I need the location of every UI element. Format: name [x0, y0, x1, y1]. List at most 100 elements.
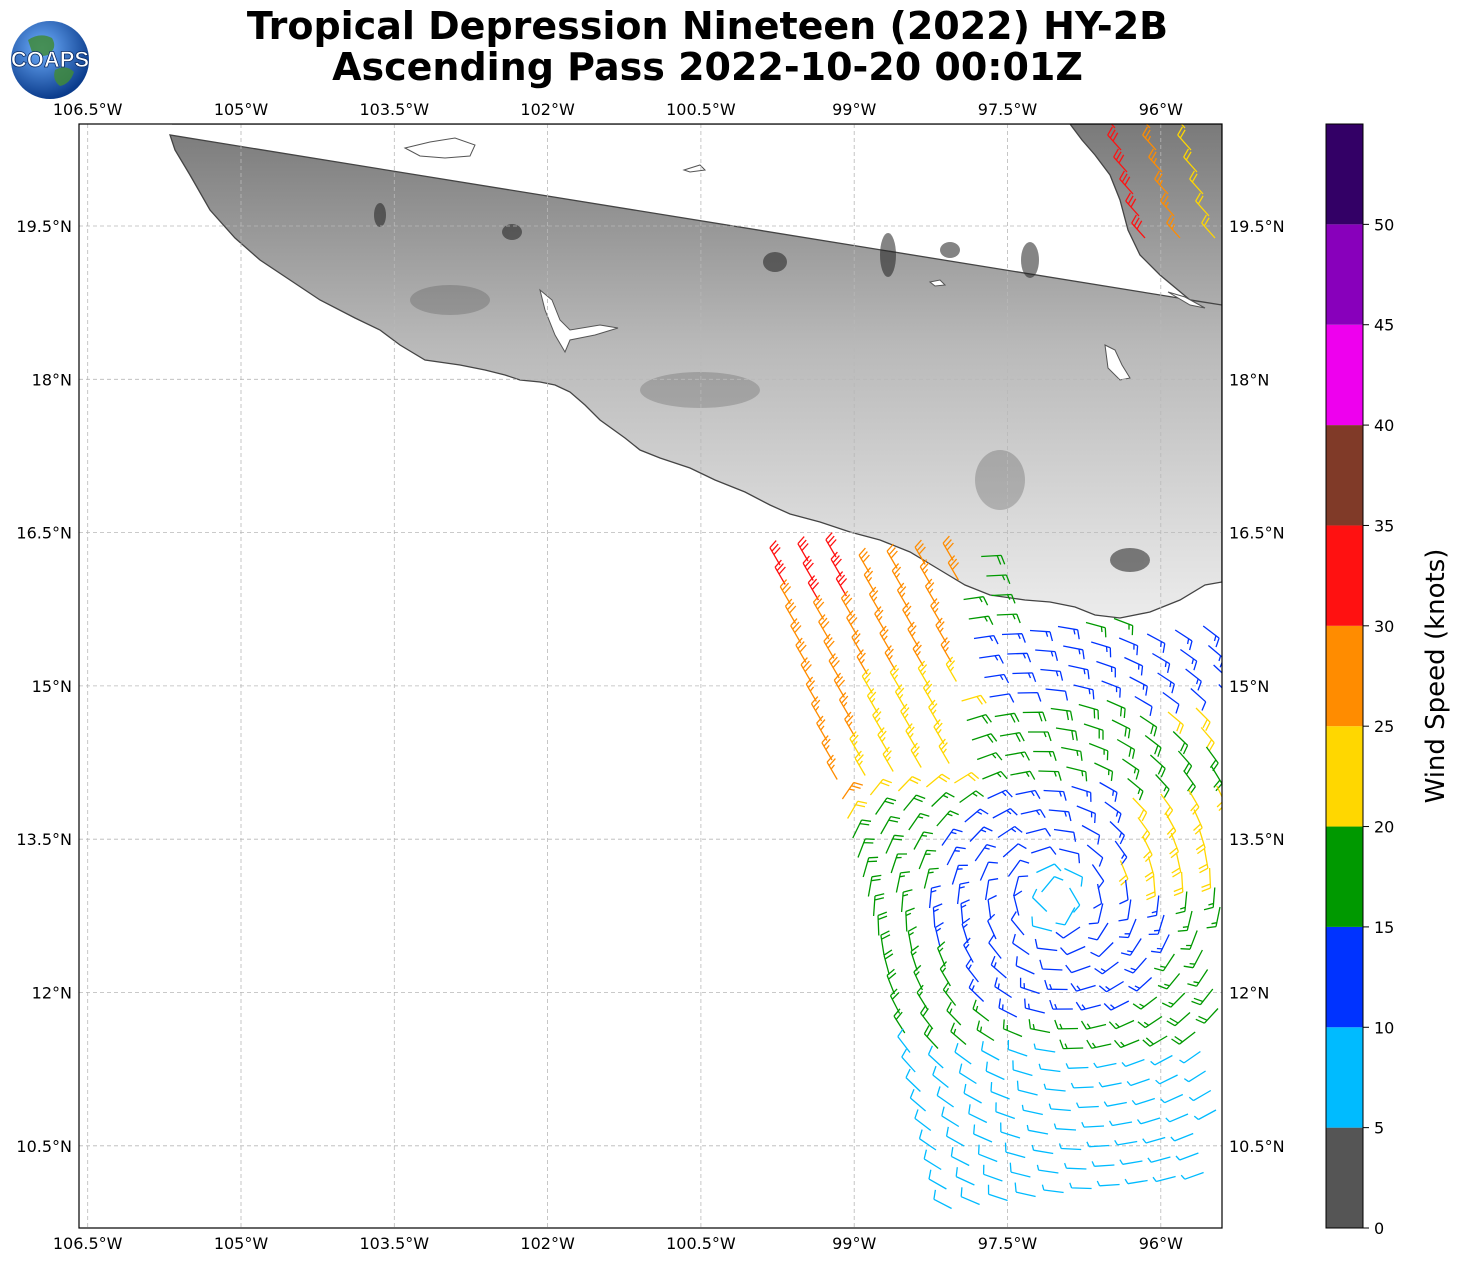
wind-barb: [1044, 979, 1068, 991]
wind-barb: [866, 688, 879, 714]
wind-barb: [1031, 916, 1053, 932]
wind-barb: [879, 625, 891, 651]
wind-barb: [869, 778, 893, 796]
wind-barb: [1016, 1080, 1038, 1096]
wind-barb: [1111, 719, 1131, 739]
wind-barb: [1177, 910, 1193, 932]
wind-barb: [1022, 711, 1047, 722]
wind-barb: [1195, 707, 1211, 731]
wind-barb: [852, 819, 872, 839]
wind-barb: [1000, 1122, 1021, 1139]
wind-barb: [966, 713, 992, 724]
wind-barb: [1031, 1144, 1054, 1155]
wind-barb: [1150, 1054, 1173, 1066]
wind-barb: [1007, 859, 1030, 877]
wind-barb: [861, 668, 873, 694]
wind-barb: [872, 707, 884, 733]
wind-barb: [1088, 903, 1104, 925]
wind-barb: [1180, 648, 1198, 671]
wind-barb: [990, 1082, 1010, 1100]
wind-barb: [1039, 959, 1063, 971]
wind-barb: [905, 723, 917, 749]
wind-barb: [1083, 723, 1104, 740]
wind-barb: [1004, 1142, 1026, 1159]
wind-barb: [1091, 641, 1112, 658]
wind-barb: [1098, 980, 1124, 993]
wind-barb: [916, 984, 929, 1010]
wind-barb: [1124, 957, 1147, 974]
wind-barb: [1132, 996, 1158, 1010]
wind-barb: [769, 540, 781, 566]
lat-tick-label: 12°N: [1229, 984, 1269, 1003]
wind-barb: [1013, 890, 1023, 916]
wind-barb: [838, 692, 851, 718]
wind-barb: [1148, 148, 1163, 173]
wind-barb: [1069, 1182, 1092, 1190]
wind-barb: [1179, 1050, 1201, 1064]
wind-barb: [979, 861, 998, 881]
wind-barb: [823, 633, 835, 659]
lat-tick-label: 12°N: [32, 984, 72, 1003]
wind-barb: [1162, 691, 1180, 714]
wind-barb: [1171, 1031, 1196, 1045]
wind-barb: [812, 594, 825, 620]
colorbar-tick-label: 30: [1374, 617, 1394, 636]
wind-barb: [1078, 703, 1100, 720]
wind-barb: [1076, 1102, 1099, 1109]
wind-barb: [1045, 688, 1069, 701]
wind-barb: [774, 559, 786, 585]
colorbar-bin: [1326, 1027, 1363, 1128]
wind-barb: [897, 1028, 911, 1053]
wind-barb: [1033, 1043, 1056, 1053]
colorbar-tick-label: 25: [1374, 717, 1394, 736]
wind-barb: [942, 981, 957, 1006]
wind-barb: [1066, 766, 1088, 782]
wind-barb: [1183, 148, 1198, 173]
wind-barb: [1001, 633, 1026, 643]
wind-barb: [1114, 1039, 1140, 1049]
wind-barb: [930, 598, 942, 624]
wind-barbs: [769, 124, 1222, 1210]
lake-tiny2: [928, 279, 947, 287]
wind-barb: [960, 899, 970, 924]
wind-barb: [1073, 684, 1095, 700]
wind-barb: [1028, 731, 1052, 742]
wind-barb: [923, 1149, 942, 1171]
wind-barb: [880, 930, 891, 956]
wind-barb: [1075, 1001, 1101, 1011]
wind-barb: [955, 1167, 975, 1186]
wind-barb: [1096, 1180, 1120, 1187]
wind-barb: [1055, 926, 1081, 939]
wind-barb: [914, 1109, 932, 1132]
wind-barb: [956, 881, 970, 905]
wind-barb: [1127, 778, 1144, 801]
axis-tick-labels: 106.5°W 106.5°W 105°W 105°W 103.5°W 103.5°W 10…: [16, 100, 1284, 1253]
wind-barb: [968, 1104, 988, 1124]
wind-barb: [922, 680, 935, 706]
wind-barb: [990, 955, 1007, 979]
wind-barb: [1069, 887, 1081, 913]
wind-barb: [841, 781, 863, 800]
lake-chapala: [403, 137, 476, 159]
wind-barb: [1146, 633, 1166, 653]
wind-barb: [1136, 1117, 1161, 1125]
wind-barb: [1019, 977, 1040, 995]
wind-barb: [1177, 126, 1192, 151]
wind-barb: [1131, 1097, 1155, 1106]
wind-barb: [932, 903, 943, 928]
wind-barb: [1029, 629, 1054, 642]
wind-barb: [900, 703, 912, 729]
wind-barb: [946, 846, 966, 866]
wind-barb: [1007, 1039, 1028, 1057]
colorbar-tick-label: 40: [1374, 416, 1394, 435]
wind-barb: [958, 1063, 977, 1085]
lat-tick-label: 10.5°N: [1229, 1137, 1285, 1156]
wind-barb: [1177, 750, 1193, 775]
wind-barb: [982, 770, 1008, 780]
wind-barb: [1142, 1035, 1168, 1047]
wind-barb: [1081, 1121, 1105, 1128]
wind-barb: [989, 693, 1015, 703]
gridlines: [79, 124, 1222, 1228]
lat-tick-label: 16.5°N: [1229, 524, 1285, 543]
wind-barb: [965, 957, 979, 983]
